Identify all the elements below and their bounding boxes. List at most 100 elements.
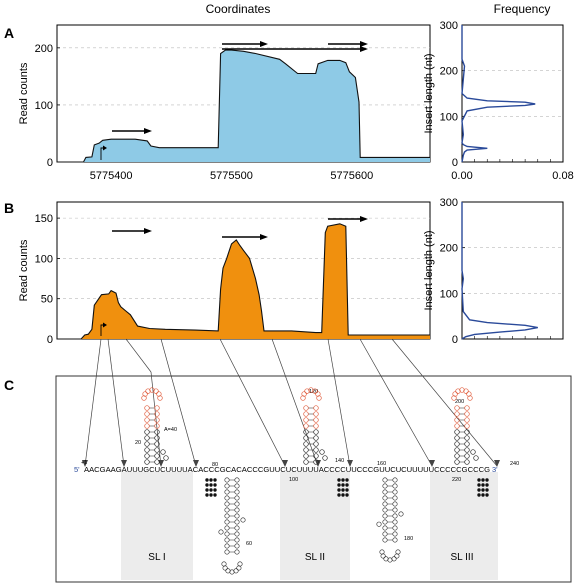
base-left bbox=[303, 405, 309, 411]
u-base bbox=[205, 493, 209, 497]
base-right bbox=[392, 489, 398, 495]
base-left bbox=[454, 423, 460, 429]
u-base bbox=[209, 488, 213, 492]
u-base bbox=[477, 493, 481, 497]
base-left bbox=[144, 405, 150, 411]
transcript-arrowhead bbox=[260, 41, 268, 47]
loop-base bbox=[316, 395, 322, 401]
marker-240: 240 bbox=[510, 461, 519, 467]
sl3-shade bbox=[430, 472, 498, 580]
frequency-header: Frequency bbox=[494, 2, 551, 16]
base-left bbox=[382, 483, 388, 489]
insert-length-histogram-b: 0 100 200 300 Insert length (nt) bbox=[423, 197, 564, 346]
marker-160: 160 bbox=[377, 461, 386, 467]
u-base bbox=[205, 483, 209, 487]
base-left bbox=[144, 429, 150, 435]
marker-60: 60 bbox=[246, 541, 252, 547]
base-left bbox=[144, 411, 150, 417]
y-tick-label: 200 bbox=[440, 66, 458, 78]
base-left bbox=[224, 525, 230, 531]
base-right bbox=[464, 459, 470, 465]
base-right bbox=[464, 405, 470, 411]
loop-base bbox=[300, 395, 306, 401]
loop-base bbox=[312, 388, 318, 394]
y-tick-label: 150 bbox=[35, 213, 53, 225]
base-left bbox=[224, 519, 230, 525]
base-right bbox=[464, 447, 470, 453]
loop-base bbox=[141, 395, 147, 401]
u-base bbox=[341, 493, 345, 497]
u-base bbox=[477, 478, 481, 482]
base-right bbox=[392, 501, 398, 507]
base-left bbox=[224, 543, 230, 549]
base-left bbox=[303, 411, 309, 417]
base-left bbox=[454, 411, 460, 417]
u-base bbox=[209, 483, 213, 487]
transcript-arrowhead bbox=[360, 46, 368, 52]
base-left bbox=[454, 417, 460, 423]
base-left bbox=[382, 507, 388, 513]
panel-label-c: C bbox=[4, 377, 14, 393]
sl2-label: SL II bbox=[305, 552, 325, 563]
panel-label-b: B bbox=[4, 200, 14, 216]
base-right bbox=[234, 531, 240, 537]
y-tick-label: 300 bbox=[440, 20, 458, 32]
base-right bbox=[154, 429, 160, 435]
base-right bbox=[154, 423, 160, 429]
seq-3prime: 3' bbox=[492, 465, 498, 474]
base-right bbox=[464, 441, 470, 447]
base-right bbox=[392, 531, 398, 537]
base-right bbox=[154, 417, 160, 423]
base-left bbox=[303, 447, 309, 453]
base-right bbox=[392, 507, 398, 513]
u-base bbox=[485, 493, 489, 497]
base-right bbox=[313, 441, 319, 447]
bulge-base bbox=[376, 521, 382, 527]
base-right bbox=[313, 405, 319, 411]
loop-base bbox=[236, 565, 242, 571]
coverage-outline bbox=[57, 223, 430, 340]
base-left bbox=[382, 531, 388, 537]
termination-dots-sl1 bbox=[205, 478, 217, 497]
loop-base bbox=[394, 553, 400, 559]
u-base bbox=[209, 493, 213, 497]
lower-hairpin-1 bbox=[218, 477, 246, 575]
base-right bbox=[313, 435, 319, 441]
y-tick-label: 0 bbox=[47, 334, 53, 346]
u-base bbox=[213, 493, 217, 497]
base-left bbox=[382, 501, 388, 507]
base-right bbox=[234, 477, 240, 483]
sequence-line: AACGAAGAUUUGCUCUUUUACACCCGCACACCCGUUCUCU… bbox=[84, 465, 490, 474]
marker-20: 20 bbox=[135, 440, 141, 446]
sl2-shade bbox=[280, 472, 350, 580]
base-left bbox=[382, 537, 388, 543]
loop-base bbox=[145, 388, 151, 394]
base-right bbox=[234, 483, 240, 489]
marker-100: 100 bbox=[289, 477, 298, 483]
coordinates-header: Coordinates bbox=[206, 2, 271, 16]
marker-180: 180 bbox=[404, 536, 413, 542]
loop-base bbox=[467, 395, 473, 401]
base-left bbox=[382, 519, 388, 525]
sl1-label: SL I bbox=[148, 552, 165, 563]
base-left bbox=[144, 435, 150, 441]
base-left bbox=[144, 417, 150, 423]
y-axis-label: Insert length (nt) bbox=[423, 53, 435, 133]
coverage-area bbox=[57, 50, 430, 162]
connector-lines bbox=[84, 338, 498, 467]
bulge-base bbox=[218, 529, 224, 535]
base-left bbox=[224, 537, 230, 543]
marker-220: 220 bbox=[452, 477, 461, 483]
y-tick-label: 100 bbox=[440, 111, 458, 123]
u-base bbox=[345, 483, 349, 487]
stem-loops bbox=[141, 387, 489, 575]
base-right bbox=[392, 477, 398, 483]
base-left bbox=[303, 441, 309, 447]
u-base bbox=[337, 478, 341, 482]
marker-120: 120 bbox=[309, 389, 318, 395]
base-right bbox=[313, 411, 319, 417]
loop-base bbox=[463, 388, 469, 394]
base-right bbox=[313, 447, 319, 453]
marker-200: 200 bbox=[455, 399, 464, 405]
u-base bbox=[481, 483, 485, 487]
